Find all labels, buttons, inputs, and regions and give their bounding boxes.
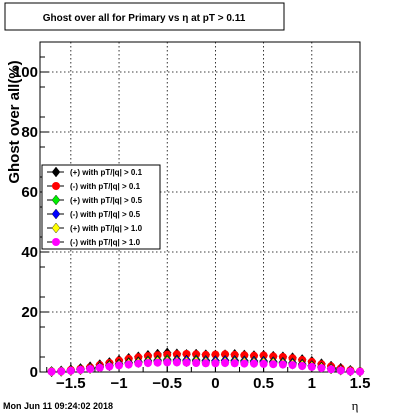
- data-point: [134, 359, 143, 368]
- data-point: [57, 367, 66, 376]
- data-point: [288, 361, 297, 370]
- legend: [41, 164, 161, 250]
- data-point: [298, 362, 307, 370]
- y-tick-label: 40: [21, 244, 38, 261]
- data-points: [47, 347, 365, 378]
- x-tick-label: 0.5: [253, 375, 274, 392]
- data-point: [259, 359, 268, 368]
- data-point: [259, 351, 268, 360]
- data-point: [307, 362, 316, 371]
- data-point: [240, 359, 249, 368]
- x-tick-label: −0.5: [152, 375, 182, 392]
- x-tick-label: 0: [211, 375, 219, 392]
- data-point: [86, 365, 95, 373]
- data-point: [317, 364, 326, 373]
- chart-title-box: [4, 2, 285, 31]
- data-point: [211, 350, 220, 359]
- data-point: [124, 360, 133, 369]
- y-tick-label: 60: [21, 184, 38, 201]
- data-point: [153, 358, 162, 367]
- x-tick-label: 1: [308, 375, 316, 392]
- legend-marker: [52, 182, 60, 190]
- y-tick-label: 100: [13, 64, 38, 81]
- data-point: [105, 362, 114, 371]
- y-tick-labels: 0 20 40 60 80 100: [13, 64, 38, 381]
- x-tick-label: −1: [110, 375, 127, 392]
- data-point: [221, 350, 230, 359]
- data-point: [221, 359, 230, 367]
- data-point: [336, 366, 345, 375]
- data-point: [172, 350, 181, 359]
- legend-label: (+) with pT/|q| > 0.5: [70, 196, 143, 205]
- data-point: [192, 350, 201, 359]
- x-tick-label: 1.5: [350, 375, 371, 392]
- data-point: [182, 358, 191, 367]
- data-point: [240, 351, 249, 360]
- data-point: [182, 350, 191, 358]
- data-point: [201, 350, 210, 359]
- x-tick-label: −1.5: [56, 375, 86, 392]
- chart-title: Ghost over all for Primary vs η at pT > …: [43, 13, 246, 24]
- data-point: [327, 365, 336, 374]
- data-point: [230, 350, 239, 359]
- y-tick-label: 20: [21, 304, 38, 321]
- legend-marker: [51, 194, 61, 206]
- data-point: [201, 359, 210, 368]
- data-point: [269, 360, 278, 369]
- legend-entries: (+) with pT/|q| > 0.1 (-) with pT/|q| > 0…: [47, 166, 143, 247]
- legend-label: (-) with pT/|q| > 0.1: [70, 182, 141, 191]
- data-point: [143, 359, 152, 367]
- data-point: [211, 359, 220, 368]
- data-point: [66, 366, 75, 375]
- data-point: [76, 365, 85, 374]
- legend-label: (+) with pT/|q| > 0.1: [70, 168, 143, 177]
- legend-marker: [51, 166, 61, 178]
- data-point: [95, 363, 104, 372]
- series-6: [47, 358, 364, 376]
- y-axis-title: Ghost over all(%): [6, 60, 23, 183]
- data-point: [249, 359, 258, 368]
- data-point: [278, 360, 287, 369]
- data-point: [192, 359, 201, 367]
- data-point: [346, 367, 355, 376]
- data-point: [230, 359, 239, 368]
- legend-label: (-) with pT/|q| > 1.0: [70, 238, 141, 247]
- x-axis-title: η: [352, 398, 359, 413]
- data-point: [115, 361, 124, 370]
- y-tick-label: 0: [30, 364, 38, 381]
- legend-label: (-) with pT/|q| > 0.5: [70, 210, 141, 219]
- timestamp: Mon Jun 11 09:24:02 2018: [3, 401, 113, 411]
- legend-label: (+) with pT/|q| > 1.0: [70, 224, 143, 233]
- data-point: [172, 358, 181, 367]
- legend-marker: [51, 222, 61, 234]
- y-tick-label: 80: [21, 124, 38, 141]
- x-tick-labels: −1.5 −1 −0.5 0 0.5 1 1.5: [56, 375, 370, 392]
- data-point: [163, 358, 172, 367]
- legend-marker: [52, 238, 60, 246]
- data-point: [356, 367, 364, 376]
- data-point: [47, 367, 56, 376]
- legend-marker: [51, 208, 61, 220]
